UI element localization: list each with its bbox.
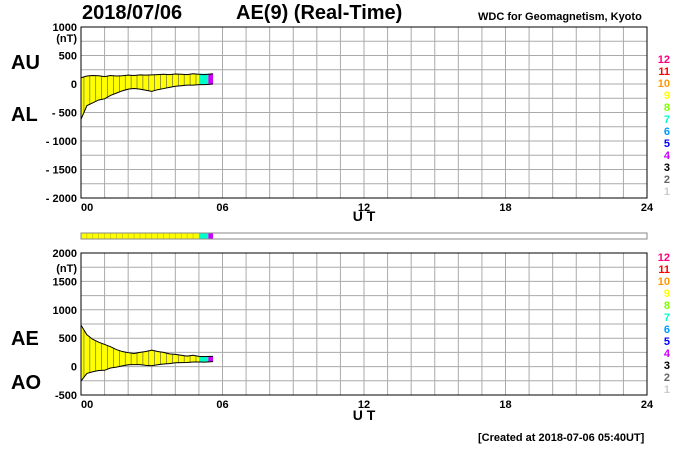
activity-bar-segment	[198, 233, 209, 239]
plot-frame	[80, 26, 648, 199]
y-unit-label: (nT)	[56, 263, 77, 275]
x-tick-label: 00	[81, 399, 93, 411]
series-line-al	[80, 83, 214, 120]
x-tick-label: 24	[641, 399, 654, 411]
legend-item: 9	[663, 90, 670, 102]
y-tick-label: 1500	[53, 276, 77, 288]
y-tick-label: 500	[59, 51, 77, 63]
legend-item: 4	[663, 150, 670, 162]
y-tick-label: - 500	[52, 108, 77, 120]
created-timestamp: [Created at 2018-07-06 05:40UT]	[478, 432, 645, 444]
x-tick-label: 12	[358, 202, 370, 214]
x-tick-label: 12	[358, 399, 370, 411]
legend-item: 11	[658, 66, 670, 78]
y-tick-label: 2000	[53, 248, 77, 260]
chart-date: 2018/07/06	[82, 2, 183, 24]
legend-item: 7	[663, 114, 670, 126]
legend-item: 8	[663, 102, 670, 114]
chart-title: AE(9) (Real-Time)	[236, 2, 403, 24]
x-tick-label: 18	[499, 202, 511, 214]
legend-item: 1	[663, 384, 670, 396]
legend-item: 6	[663, 126, 670, 138]
x-tick-label: 24	[641, 202, 654, 214]
x-tick-label: 00	[81, 202, 93, 214]
legend-item: 4	[663, 348, 670, 360]
y-tick-label: 500	[59, 333, 77, 345]
x-tick-label: 06	[216, 202, 228, 214]
series-line-ao	[80, 360, 214, 382]
legend-item: 9	[663, 288, 670, 300]
legend-item: 8	[663, 300, 670, 312]
ao-label: AO	[11, 372, 41, 394]
legend-item: 3	[663, 162, 670, 174]
y-tick-label: - 2000	[46, 193, 77, 205]
x-axis-label: U T	[353, 208, 376, 224]
series-line-au	[80, 73, 214, 79]
legend-item: 7	[663, 312, 670, 324]
recent-segment-cyan	[198, 356, 209, 362]
y-tick-label: 1000	[53, 22, 77, 34]
plot-frame	[80, 252, 648, 396]
series-line-ae	[80, 324, 214, 358]
activity-bar-segment	[208, 233, 214, 239]
y-tick-label: - 1500	[46, 165, 77, 177]
x-tick-label: 06	[216, 399, 228, 411]
y-tick-label: -500	[55, 390, 77, 402]
legend-item: 6	[663, 324, 670, 336]
x-tick-label: 18	[499, 399, 511, 411]
x-axis-label: U T	[353, 407, 376, 423]
legend-item: 10	[657, 276, 670, 288]
y-unit-label: (nT)	[56, 33, 77, 45]
legend-item: 5	[663, 138, 670, 150]
legend-item: 2	[663, 174, 670, 186]
legend-item: 2	[663, 372, 670, 384]
organization-label: WDC for Geomagnetism, Kyoto	[478, 11, 642, 23]
ae-label: AE	[11, 328, 39, 350]
legend-item: 5	[663, 336, 670, 348]
index-fill-area	[81, 325, 214, 382]
index-spikes	[83, 329, 213, 378]
recent-segment-magenta	[208, 356, 214, 362]
legend-item: 10	[657, 78, 670, 90]
recent-segment-cyan	[198, 73, 209, 84]
recent-segment-magenta	[208, 73, 214, 84]
legend-item: 3	[663, 360, 670, 372]
y-tick-label: 1000	[53, 305, 77, 317]
al-label: AL	[11, 104, 38, 126]
y-tick-label: 0	[71, 362, 77, 374]
legend-item: 12	[657, 252, 670, 264]
au-label: AU	[11, 52, 40, 74]
y-tick-label: - 1000	[46, 136, 77, 148]
y-tick-label: 0	[71, 79, 77, 91]
index-fill-area	[81, 73, 214, 120]
legend-item: 11	[658, 264, 670, 276]
activity-bar-frame	[80, 232, 648, 240]
legend-item: 1	[663, 186, 670, 198]
legend-item: 12	[657, 54, 670, 66]
